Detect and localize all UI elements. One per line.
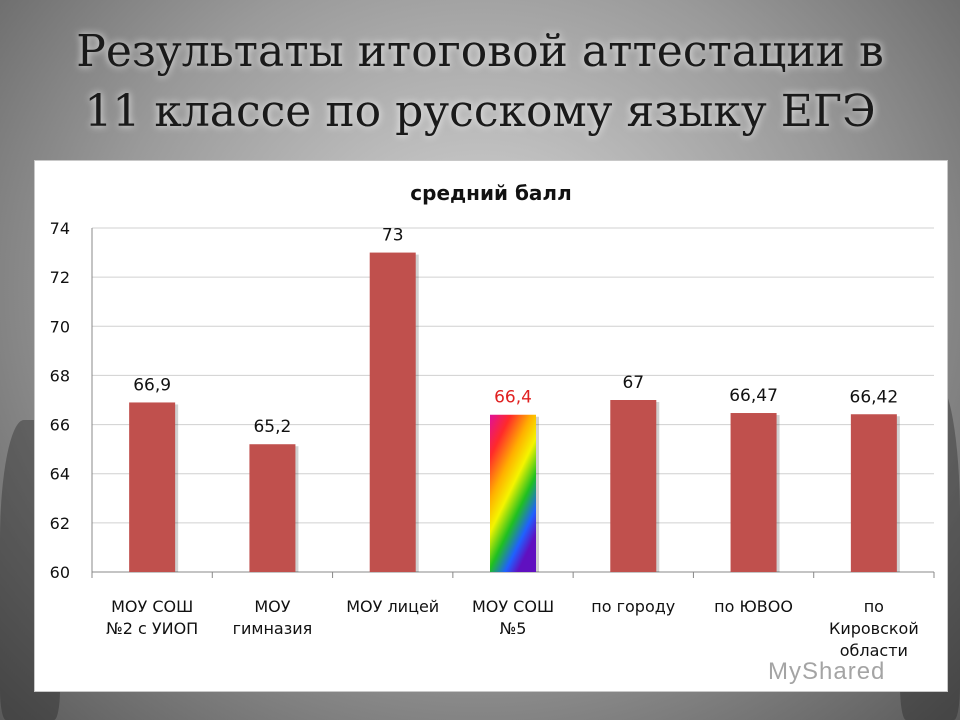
x-category-label-line: №2 с УИОП — [106, 619, 199, 638]
x-category-label-line: гимназия — [232, 619, 313, 638]
data-label: 73 — [382, 226, 404, 246]
x-category-label: МОУ гимназия — [212, 596, 332, 640]
data-label: 65,2 — [253, 417, 291, 437]
x-category-label-line: Кировской — [828, 619, 919, 638]
y-tick-label: 72 — [50, 268, 70, 287]
y-tick-label: 64 — [50, 465, 70, 484]
y-tick-label: 70 — [50, 317, 70, 336]
data-label: 66,9 — [133, 375, 171, 395]
x-category-label: МОУ СОШ №2 с УИОП — [92, 596, 212, 640]
data-label: 66,47 — [729, 386, 778, 406]
y-tick-label: 60 — [50, 563, 70, 582]
x-category-label: МОУ лицей — [333, 596, 453, 618]
x-category-label-line: МОУ СОШ — [471, 597, 555, 616]
slide-title-line-1: Результаты итоговой аттестации в — [76, 26, 884, 77]
y-tick-label: 62 — [50, 514, 70, 533]
x-category-label: по ЮВОО — [694, 596, 814, 618]
bar — [850, 414, 897, 572]
bar — [369, 252, 416, 573]
x-category-label-line: по ЮВОО — [714, 597, 793, 616]
x-category-label-line: МОУ СОШ — [111, 597, 194, 616]
x-category-label-line: по городу — [591, 597, 676, 616]
data-label: 67 — [622, 373, 644, 393]
chart-title: средний балл — [410, 181, 572, 205]
x-category-label-line: МОУ — [254, 597, 291, 616]
bar — [490, 414, 536, 572]
y-tick-label: 68 — [50, 366, 70, 385]
bar — [730, 413, 777, 572]
slide-title: Результаты итоговой аттестации в 11 клас… — [0, 22, 960, 142]
y-tick-label: 74 — [50, 219, 70, 238]
data-label: 66,42 — [850, 387, 899, 407]
x-category-label: по Кировской области — [814, 596, 934, 662]
data-label: 66,4 — [494, 388, 532, 408]
x-category-label-line: по — [863, 597, 884, 616]
x-category-label-line: МОУ лицей — [346, 597, 440, 616]
slide-title-line-2: 11 классе по русскому языку ЕГЭ — [84, 86, 876, 137]
x-category-label-line: области — [839, 641, 908, 660]
watermark-logo: MyShared — [768, 658, 886, 685]
bar — [610, 400, 657, 572]
x-category-label-line: №5 — [499, 619, 527, 638]
x-category-label: МОУ СОШ №5 — [453, 596, 573, 640]
bar — [249, 444, 296, 572]
y-tick-label: 66 — [50, 416, 70, 435]
bar — [129, 402, 176, 572]
x-category-label: по городу — [573, 596, 693, 618]
